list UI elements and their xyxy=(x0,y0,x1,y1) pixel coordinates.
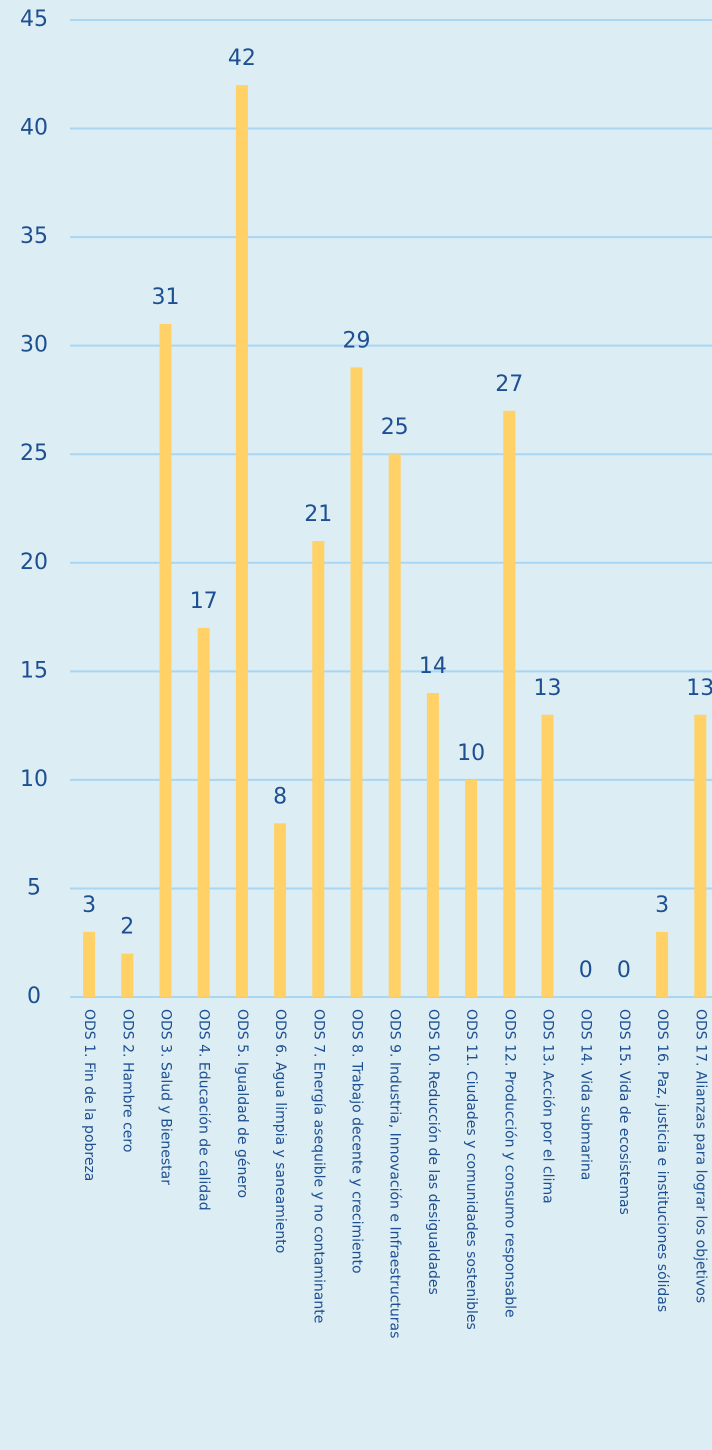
x-tick-label: ODS 9. Industria, Innovación e Infraestr… xyxy=(387,1009,403,1338)
bar xyxy=(83,931,96,997)
value-label: 2 xyxy=(120,915,134,940)
value-label: 3 xyxy=(82,893,96,918)
value-label: 13 xyxy=(534,676,562,701)
value-label: 29 xyxy=(343,328,371,353)
value-label: 0 xyxy=(579,958,593,983)
bar xyxy=(694,714,707,997)
y-tick-label: 30 xyxy=(20,333,48,358)
x-tick-label: ODS 7. Energía asequible y no contaminan… xyxy=(310,1009,326,1323)
x-tick-label: ODS 5. Igualdad de género xyxy=(234,1009,250,1198)
bar xyxy=(350,367,363,997)
bar xyxy=(541,714,554,997)
x-tick-label: ODS 10. Reducción de las desigualdades xyxy=(425,1009,441,1295)
x-tick-label: ODS 1. Fin de la pobreza xyxy=(81,1009,97,1181)
value-label: 0 xyxy=(617,958,631,983)
y-tick-label: 5 xyxy=(27,875,41,900)
y-tick-label: 45 xyxy=(20,7,48,32)
bar xyxy=(656,931,669,997)
y-tick-label: 15 xyxy=(20,658,48,683)
value-label: 21 xyxy=(304,502,332,527)
bar xyxy=(197,627,210,997)
y-tick-label: 25 xyxy=(20,441,48,466)
bar xyxy=(159,323,172,997)
value-label: 10 xyxy=(457,741,485,766)
x-tick-label: ODS 15. Vida de ecosistemas xyxy=(616,1009,632,1215)
x-tick-label: ODS 3. Salud y Bienestar xyxy=(158,1009,174,1185)
bar xyxy=(312,541,325,997)
x-tick-label: ODS 4. Educación de calidad xyxy=(196,1009,212,1211)
y-tick-label: 0 xyxy=(27,984,41,1009)
y-tick-label: 10 xyxy=(20,767,48,792)
x-tick-label: ODS 17. Alianzas para lograr los objetiv… xyxy=(692,1009,708,1303)
x-tick-label: ODS 2. Hambre cero xyxy=(119,1009,135,1152)
value-label: 8 xyxy=(273,784,287,809)
value-label: 31 xyxy=(152,285,180,310)
x-tick-label: ODS 14. Vida submarina xyxy=(578,1009,594,1180)
bar xyxy=(465,779,478,997)
y-tick-label: 40 xyxy=(20,116,48,141)
bar xyxy=(235,85,248,998)
x-tick-label: ODS 6. Agua limpia y saneamiento xyxy=(272,1009,288,1253)
value-label: 14 xyxy=(419,654,447,679)
y-tick-label: 20 xyxy=(20,550,48,575)
value-label: 17 xyxy=(190,589,218,614)
x-tick-label: ODS 13. Acción por el clima xyxy=(540,1009,556,1204)
value-label: 25 xyxy=(381,415,409,440)
value-label: 13 xyxy=(686,676,712,701)
x-tick-label: ODS 11. Ciudades y comunidades sostenibl… xyxy=(463,1009,479,1330)
x-tick-label: ODS 16. Paz, justicia e instituciones só… xyxy=(654,1009,670,1312)
bar xyxy=(503,410,516,997)
x-tick-label: ODS 12. Producción y consumo responsable xyxy=(501,1009,517,1318)
bar xyxy=(426,693,439,997)
bar xyxy=(121,953,134,997)
bar xyxy=(388,454,401,997)
bar xyxy=(274,823,287,997)
value-label: 27 xyxy=(495,372,523,397)
value-label: 42 xyxy=(228,46,256,71)
x-tick-label: ODS 8. Trabajo decente y crecimiento xyxy=(349,1009,365,1274)
value-label: 3 xyxy=(655,893,669,918)
y-tick-label: 35 xyxy=(20,224,48,249)
